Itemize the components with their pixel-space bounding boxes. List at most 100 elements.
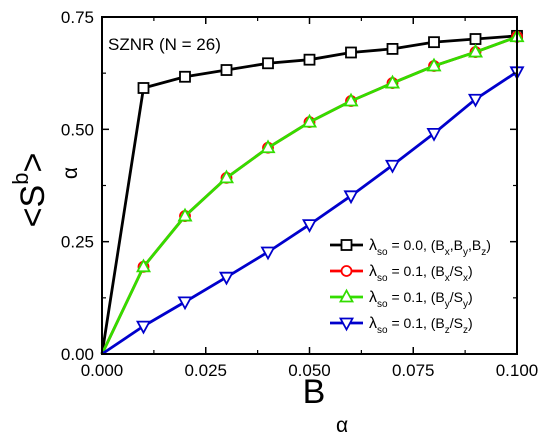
legend-text: = 0.1, (B [388,289,445,305]
series-1-line [100,34,518,355]
series-3 [100,28,525,355]
legend-label: λso = 0.1, (By/Sy) [369,289,473,310]
legend-text-part: ) [468,289,473,305]
marker-circle [340,265,353,277]
marker-triangle-down [338,317,355,332]
marker-triangle-up [467,43,484,58]
legend-text: = 0.0, (B [388,237,445,253]
marker-triangle-down [301,219,318,233]
legend-text-part: /S [450,289,463,305]
marker-triangle-up [260,139,276,154]
x-tick-label: 0.050 [288,361,331,380]
legend-lambda-subscript: so [377,325,388,336]
legend-subscript: z [445,325,450,336]
legend-subscript: x [445,273,450,284]
series-1 [100,29,523,355]
legend-lambda: λ [369,237,377,254]
y-tick-label: 0.25 [61,233,94,252]
marker-square [469,33,482,45]
marker-triangle-down [343,190,359,205]
series-layer [100,28,525,356]
x-tick-label: 0.025 [184,361,227,380]
marker-triangle-up [218,169,235,184]
marker-triangle-down [426,127,442,142]
y-tick-label: 0.50 [61,120,94,139]
marker-square [220,64,233,76]
legend-text-part: /S [450,263,463,279]
x-axis-label-main: B [303,373,326,411]
x-axis-label: Bα [303,373,348,437]
legend: λso = 0.0, (Bx,By,Bz)λso = 0.1, (Bx/Sx)λ… [330,237,491,336]
x-axis-label-subscript: α [336,414,348,437]
marker-triangle-down [260,246,276,261]
marker-square [137,82,150,94]
legend-label: λso = 0.1, (Bx/Sx) [369,263,473,284]
marker-triangle-up [135,258,152,273]
y-axis-label-subscript: α [59,167,82,179]
legend-text-part: ,B [450,237,463,253]
marker-triangle-up [384,74,401,89]
y-axis-label-pre: <S [14,185,52,228]
marker-triangle-down [218,271,235,286]
y-tick-label: 0.75 [61,8,94,27]
marker-triangle-down [467,93,484,108]
marker-triangle-up [426,57,442,72]
marker-triangle-down [135,320,152,335]
y-tick-label: 0.00 [61,345,94,364]
axis-ticks: 0.000 0.025 0.050 0.075 0.100 0.00 0.25 0.50 0.7… [61,8,538,380]
y-axis-label: <Sb> α [8,153,82,228]
legend-text-part: /S [450,315,463,331]
series-4 [101,66,525,356]
marker-square [262,57,274,70]
y-axis-label-text: <Sb> [8,153,52,228]
y-axis-label-superscript: b [8,173,33,185]
legend-lambda-subscript: so [377,273,388,284]
legend-subscript: y [463,247,468,258]
marker-square [303,53,316,66]
marker-triangle-up [343,92,359,107]
legend-subscript: z [481,247,486,258]
legend-subscript: z [463,325,468,336]
marker-triangle-up [338,288,355,303]
legend-subscript: y [445,299,450,310]
marker-square [386,43,399,55]
legend-entry-2: λso = 0.1, (Bx/Sx) [330,263,473,284]
legend-subscript: x [463,273,468,284]
legend-entry-3: λso = 0.1, (By/Sy) [330,288,473,310]
x-tick-label: 0.100 [496,361,539,380]
chart-annotation: SZNR (N = 26) [108,35,221,54]
marker-square [340,239,353,251]
y-axis-label-group: <Sb> α [8,153,82,228]
legend-text: = 0.1, (B [388,315,445,331]
legend-entry-4: λso = 0.1, (Bz/Sz) [330,315,473,336]
legend-text-part: ) [486,237,491,253]
legend-text-part: ,B [468,237,481,253]
legend-text-part: ) [468,263,473,279]
legend-label: λso = 0.0, (Bx,By,Bz) [369,237,491,258]
marker-triangle-up [177,207,193,222]
x-tick-label: 0.000 [81,361,124,380]
legend-lambda: λ [369,315,377,332]
marker-triangle-down [177,296,193,311]
marker-triangle-up [301,113,318,128]
marker-square [345,46,357,59]
legend-lambda-subscript: so [377,247,388,258]
marker-square [428,36,440,49]
marker-square [179,70,191,83]
series-3-line [100,35,518,355]
x-tick-label: 0.075 [392,361,435,380]
legend-subscript: x [445,247,450,258]
series-2 [100,30,523,355]
legend-lambda: λ [369,289,377,306]
legend-lambda: λ [369,263,377,280]
legend-entry-1: λso = 0.0, (Bx,By,Bz) [330,237,491,258]
legend-text: = 0.1, (B [388,263,445,279]
marker-triangle-down [384,159,401,174]
series-2-line [100,35,518,355]
legend-label: λso = 0.1, (Bz/Sz) [369,315,473,336]
legend-lambda-subscript: so [377,299,388,310]
legend-subscript: y [463,299,468,310]
legend-text-part: ) [468,315,473,331]
y-axis-label-post: > [14,153,52,173]
